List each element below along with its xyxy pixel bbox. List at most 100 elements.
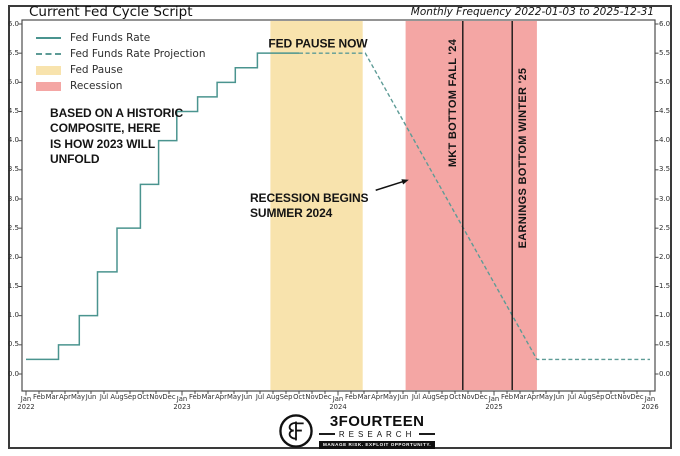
x-tick-label: Nov	[149, 392, 163, 401]
y-tick-label: 5.5	[7, 48, 19, 57]
logo-division-row: RESEARCH	[319, 429, 436, 439]
y-tick-label: 3.5	[7, 165, 19, 174]
x-tick-label: Apr	[371, 392, 383, 401]
legend-recession-swatch	[36, 81, 61, 91]
x-tick-label: Aug	[266, 392, 280, 401]
x-tick-label: Jan 2022	[17, 395, 35, 411]
legend-item-projection: Fed Funds Rate Projection	[36, 46, 206, 62]
logo-rule-left	[319, 433, 335, 435]
legend-solid-line-swatch	[36, 37, 61, 39]
x-tick-label: Feb	[188, 392, 202, 401]
fed-funds-rate-line	[26, 52, 299, 361]
x-tick-label: Nov	[461, 392, 475, 401]
x-tick-label: Sep	[279, 392, 293, 401]
x-tick-label: Jul	[411, 392, 421, 401]
x-tick-label: May	[226, 392, 242, 401]
band-recession	[405, 21, 537, 390]
x-tick-label: Mar	[357, 392, 371, 401]
y-tick-label: 0.5	[7, 340, 19, 349]
y-tick-label: 5.0	[659, 77, 671, 86]
annotation-recession_begins: RECESSION BEGINS SUMMER 2024	[249, 190, 369, 221]
y-tick-label: 6.0	[659, 19, 671, 28]
x-tick-label: Sep	[435, 392, 449, 401]
y-tick-label: 2.0	[7, 252, 19, 261]
annotation-arrow-line	[375, 180, 406, 191]
x-tick-label: Oct	[137, 392, 149, 401]
legend-item-fed-pause: Fed Pause	[36, 62, 206, 78]
x-tick-label: Jan 2026	[641, 395, 659, 411]
y-tick-label: 0.0	[659, 369, 671, 378]
x-tick-label: Jun	[397, 392, 409, 401]
x-tick-label: Jul	[567, 392, 577, 401]
x-tick-label: Dec	[474, 392, 488, 401]
x-tick-label: Mar	[45, 392, 59, 401]
y-tick-label: 4.0	[659, 136, 671, 145]
legend-label: Recession	[70, 80, 123, 92]
x-tick-label: Dec	[630, 392, 644, 401]
x-tick-label: Jan 2025	[485, 395, 503, 411]
annotation-fed_pause_now: FED PAUSE NOW	[268, 36, 368, 51]
annotation-historic_composite: BASED ON A HISTORIC COMPOSITE, HERE IS HOW…	[50, 105, 184, 167]
y-tick-label: 3.0	[7, 194, 19, 203]
y-tick-label: 1.0	[659, 311, 671, 320]
x-tick-label: Aug	[578, 392, 592, 401]
x-tick-label: Feb	[344, 392, 358, 401]
y-tick-label: 4.5	[7, 107, 19, 115]
y-tick-label: 1.0	[7, 311, 19, 320]
logo-division: RESEARCH	[338, 429, 416, 439]
annotation-arrow-head	[401, 179, 409, 185]
x-tick-label: Jun	[553, 392, 565, 401]
y-tick-label: 3.5	[659, 165, 671, 174]
y-tick-label: 6.0	[7, 19, 19, 28]
y-tick-label: 2.0	[659, 252, 671, 261]
y-tick-label: 2.5	[659, 223, 671, 232]
legend-item-recession: Recession	[36, 78, 206, 94]
event-line-label-earnings-bottom-winter-25: EARNINGS BOTTOM WINTER '25	[517, 67, 530, 249]
fed-funds-rate-projection-line	[299, 52, 650, 361]
legend-fed-pause-swatch	[36, 65, 61, 75]
y-tick-label: 4.5	[659, 107, 671, 115]
x-tick-label: Nov	[305, 392, 319, 401]
x-tick-label: Mar	[513, 392, 527, 401]
x-tick-label: Dec	[318, 392, 332, 401]
y-tick-label: 5.0	[7, 77, 19, 86]
x-tick-label: Apr	[215, 392, 227, 401]
x-tick-label: Jul	[99, 392, 109, 401]
x-tick-label: Oct	[449, 392, 461, 401]
x-tick-label: Jan 2024	[329, 395, 347, 411]
x-tick-label: Aug	[422, 392, 436, 401]
chart-title: Current Fed Cycle Script	[29, 4, 193, 20]
chart-legend: Fed Funds Rate Fed Funds Rate Projection…	[36, 30, 206, 94]
x-tick-label: Feb	[32, 392, 46, 401]
x-tick-label: May	[382, 392, 398, 401]
legend-item-fed-funds-rate: Fed Funds Rate	[36, 30, 206, 46]
y-tick-label: 1.5	[659, 282, 671, 290]
legend-label: Fed Funds Rate Projection	[70, 48, 206, 60]
x-tick-label: Dec	[162, 392, 176, 401]
x-tick-label: Apr	[527, 392, 539, 401]
y-tick-label: 0.0	[7, 369, 19, 378]
logo-text-block: 3FOURTEEN RESEARCH MANAGE RISK. EXPLOIT …	[319, 412, 436, 449]
x-tick-label: Feb	[500, 392, 514, 401]
y-tick-label: 4.0	[7, 136, 19, 145]
logo-rule-right	[419, 433, 436, 435]
x-tick-label: Mar	[201, 392, 215, 401]
x-tick-label: Apr	[59, 392, 71, 401]
logo-name: 3FOURTEEN	[329, 412, 425, 430]
x-tick-label: Oct	[293, 392, 305, 401]
y-tick-label: 0.5	[659, 340, 671, 349]
brand-logo: 3FOURTEEN RESEARCH MANAGE RISK. EXPLOIT …	[278, 412, 436, 449]
x-tick-label: May	[70, 392, 86, 401]
x-tick-label: May	[538, 392, 554, 401]
y-tick-label: 2.5	[7, 223, 19, 232]
logo-tagline: MANAGE RISK. EXPLOIT OPPORTUNITY.	[319, 440, 436, 449]
y-tick-label: 5.5	[659, 48, 671, 57]
legend-label: Fed Pause	[70, 64, 123, 76]
event-line-label-mkt-bottom-fall-24: MKT BOTTOM FALL '24	[446, 38, 459, 167]
threefourteen-monogram-icon	[279, 414, 313, 448]
x-tick-label: Aug	[110, 392, 124, 401]
legend-label: Fed Funds Rate	[70, 32, 151, 44]
